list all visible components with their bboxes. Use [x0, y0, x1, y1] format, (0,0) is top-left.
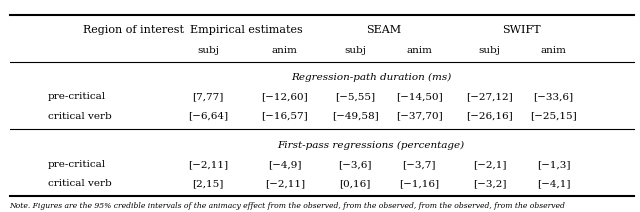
Text: subj: subj	[197, 46, 219, 55]
Text: First-pass regressions (percentage): First-pass regressions (percentage)	[278, 141, 465, 150]
Text: [−2,1]: [−2,1]	[473, 160, 506, 169]
Text: [−5,55]: [−5,55]	[335, 92, 375, 101]
Text: Empirical estimates: Empirical estimates	[190, 25, 303, 35]
Text: [−14,50]: [−14,50]	[396, 92, 443, 101]
Text: [−16,57]: [−16,57]	[261, 112, 308, 121]
Text: [−3,6]: [−3,6]	[339, 160, 372, 169]
Text: [−12,60]: [−12,60]	[261, 92, 308, 101]
Text: [−49,58]: [−49,58]	[332, 112, 379, 121]
Text: pre-critical: pre-critical	[48, 160, 106, 169]
Text: [−27,12]: [−27,12]	[466, 92, 513, 101]
Text: Region of interest: Region of interest	[83, 25, 184, 35]
Text: subj: subj	[344, 46, 366, 55]
Text: [−33,6]: [−33,6]	[534, 92, 573, 101]
Text: [−2,11]: [−2,11]	[265, 179, 305, 188]
Text: [−6,64]: [−6,64]	[188, 112, 228, 121]
Text: pre-critical: pre-critical	[48, 92, 106, 101]
Text: [−3,2]: [−3,2]	[473, 179, 506, 188]
Text: subj: subj	[479, 46, 500, 55]
Text: anim: anim	[541, 46, 566, 55]
Text: [−1,16]: [−1,16]	[399, 179, 439, 188]
Text: anim: anim	[272, 46, 298, 55]
Text: critical verb: critical verb	[48, 112, 112, 121]
Text: [−37,70]: [−37,70]	[396, 112, 443, 121]
Text: [2,15]: [2,15]	[192, 179, 224, 188]
Text: Note. Figures are the 95% credible intervals of the animacy effect from the obse: Note. Figures are the 95% credible inter…	[10, 202, 566, 210]
Text: [−3,7]: [−3,7]	[403, 160, 436, 169]
Text: [−2,11]: [−2,11]	[188, 160, 228, 169]
Text: [7,77]: [7,77]	[192, 92, 224, 101]
Text: SWIFT: SWIFT	[502, 25, 541, 35]
Text: [−1,3]: [−1,3]	[537, 160, 570, 169]
Text: Regression-path duration (ms): Regression-path duration (ms)	[291, 73, 451, 82]
Text: [0,16]: [0,16]	[339, 179, 371, 188]
Text: [−26,16]: [−26,16]	[466, 112, 513, 121]
Text: [−4,1]: [−4,1]	[537, 179, 570, 188]
Text: anim: anim	[406, 46, 432, 55]
Text: critical verb: critical verb	[48, 179, 112, 188]
Text: [−4,9]: [−4,9]	[268, 160, 301, 169]
Text: SEAM: SEAM	[367, 25, 401, 35]
Text: [−25,15]: [−25,15]	[530, 112, 577, 121]
